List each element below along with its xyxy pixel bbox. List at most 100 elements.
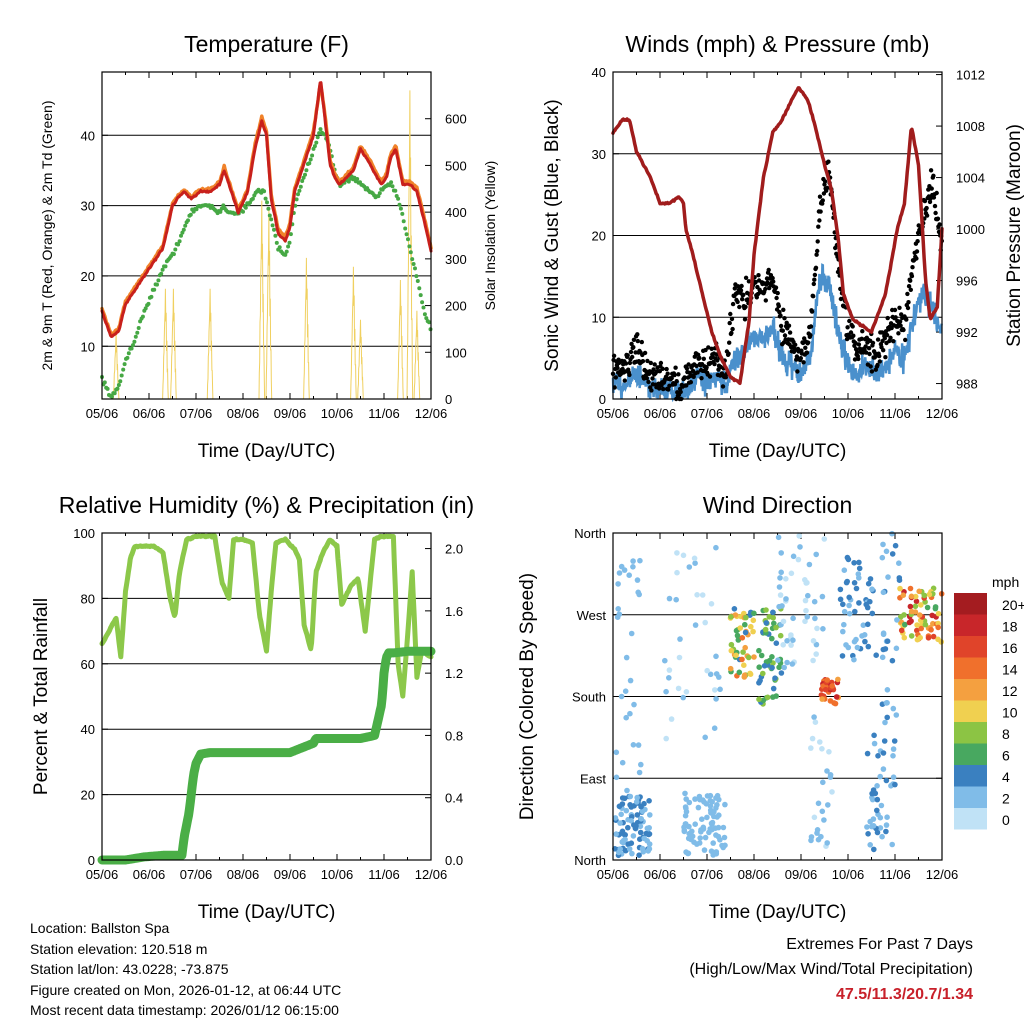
direction-point [901,634,908,641]
series-2m-temperature [100,81,433,338]
x-axis-label: Time (Day/UTC) [198,441,336,462]
colorbar-label: 8 [1002,726,1010,742]
gust-point [915,239,920,244]
gust-point [820,198,825,203]
direction-point [627,710,633,717]
direction-point [733,652,739,659]
gust-point [908,278,913,283]
direction-point [893,712,900,718]
direction-point [736,669,743,676]
direction-point [633,799,640,805]
direction-point [874,783,880,789]
y-tick-label: 80 [81,591,95,606]
extremes-box: Extremes For Past 7 Days (High/Low/Max W… [689,932,973,1007]
insolation-spike [206,288,214,400]
latlon-text: Station lat/lon: 43.0228; -73.875 [30,961,229,977]
direction-point [796,533,802,539]
direction-point [871,732,877,739]
gust-point [712,361,717,367]
dewpoint-point [403,226,408,231]
gust-point [883,355,888,360]
direction-point [745,654,752,661]
direction-point [750,617,757,624]
gust-point [856,356,861,362]
direction-point [810,638,817,644]
direction-point [779,603,785,609]
dewpoint-point [132,339,137,344]
colorbar-label: 10 [1002,705,1018,721]
colorbar-label: 6 [1002,748,1010,764]
dewpoint-point [129,346,134,351]
direction-point [699,592,706,598]
direction-point [702,834,709,841]
dewpoint-point [277,245,282,250]
gust-point [851,333,856,338]
gust-point [684,383,689,388]
gust-point [803,345,808,350]
gust-point [808,333,813,338]
y-tick-label: 30 [81,199,95,214]
direction-point [854,644,861,651]
colorbar-swatch [954,657,987,679]
direction-point [880,630,887,636]
insolation-spike [350,266,357,400]
dewpoint-point [121,367,126,372]
direction-point [870,816,877,822]
direction-point [818,833,824,840]
x-tick-label: 07/06 [691,867,724,882]
gust-point [669,375,674,381]
dewpoint-point [377,191,382,196]
direction-point [869,610,876,617]
gust-point [640,359,646,364]
direction-point [762,626,769,633]
direction-point [623,807,630,814]
direction-point [926,591,933,598]
gust-point [648,360,653,366]
y-right-tick-label: 0.0 [445,853,463,868]
gust-point [627,372,632,378]
gust-point [905,291,910,297]
direction-point [843,642,849,648]
direction-point [865,580,872,587]
direction-point [701,847,708,853]
gust-point [756,273,761,278]
x-tick-label: 10/06 [832,867,865,882]
direction-point [808,745,814,751]
dewpoint-point [146,301,151,306]
dewpoint-point [317,131,322,136]
direction-point [626,846,633,852]
gust-point [877,353,882,359]
gust-point [786,323,792,328]
direction-point [716,796,722,803]
gust-point [910,265,915,270]
gust-point [739,283,744,289]
gust-point [701,356,706,361]
gust-point [729,330,734,336]
direction-point [881,738,888,744]
gust-point [813,265,819,270]
gust-point [870,340,876,346]
y-right-tick-label: 1004 [956,171,985,186]
direction-point [637,836,643,842]
direction-point [822,686,829,693]
dewpoint-point [176,242,181,247]
gust-point [774,295,779,301]
dewpoint-point [314,140,319,145]
gust-point [645,358,650,364]
direction-point [623,714,629,721]
dewpoint-point [421,305,426,310]
dewpoint-point [288,232,293,237]
gust-point [825,185,830,191]
direction-point [638,803,644,810]
gust-point [729,316,735,322]
gust-point [885,315,890,321]
dewpoint-point [149,294,154,299]
insolation-spike [258,200,266,400]
gust-point [644,376,649,381]
dewpoint-point [283,252,288,257]
direction-point [710,840,716,846]
dewpoint-point [188,212,193,217]
direction-point [680,694,686,701]
x-tick-label: 12/06 [415,406,448,421]
dewpoint-point [102,380,107,385]
